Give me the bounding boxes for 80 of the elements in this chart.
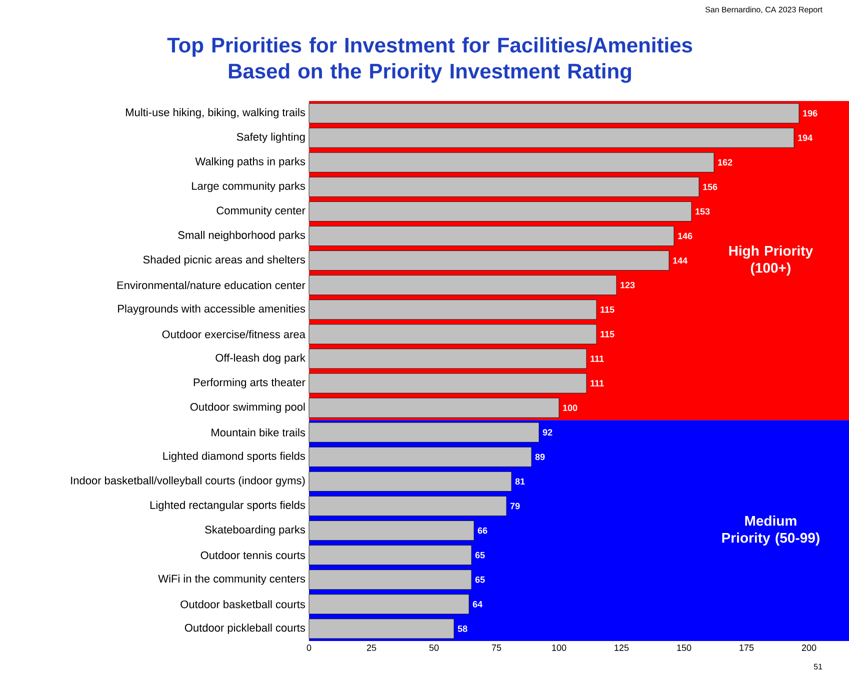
x-tick-label: 150	[677, 644, 692, 651]
x-tick-label: 25	[366, 644, 376, 651]
data-label: 81	[515, 478, 525, 485]
bar	[308, 226, 674, 246]
bar	[308, 250, 670, 271]
data-label: 156	[703, 184, 718, 190]
bar	[308, 348, 587, 369]
text: 51	[814, 664, 822, 670]
data-label: 92	[542, 429, 552, 436]
data-label: 123	[620, 282, 635, 288]
data-label: 79	[510, 502, 520, 510]
data-label: 144	[673, 257, 688, 264]
data-label: 111	[590, 380, 604, 386]
chart-title: Top Priorities for Investment for Facilities/Amenities Based on the Priority Investment Rating	[167, 37, 692, 83]
data-label: 111	[590, 356, 604, 362]
y-tick-label: Performing arts theater	[194, 378, 306, 388]
data-label: 65	[475, 552, 485, 558]
data-label: 100	[563, 404, 578, 412]
data-label: 162	[718, 159, 732, 166]
y-tick-label: Large community parks	[192, 182, 306, 192]
band-label: Medium Priority (50-99)	[722, 516, 820, 546]
data-label: 196	[803, 110, 818, 116]
bar	[308, 446, 532, 467]
x-tick-label: 75	[492, 644, 502, 651]
bar	[308, 176, 700, 197]
bar	[308, 471, 512, 492]
bar	[308, 594, 470, 614]
data-label: 58	[458, 626, 468, 632]
data-label: 89	[535, 454, 545, 460]
x-tick-label: 0	[306, 644, 312, 651]
y-tick-label: Outdoor pickleball courts	[184, 624, 306, 634]
bar	[308, 128, 794, 148]
bar	[308, 618, 454, 639]
bar	[308, 570, 472, 590]
y-tick-label: Playgrounds with accessible amenities	[118, 304, 306, 315]
data-label: 115	[600, 306, 614, 313]
data-label: 65	[475, 576, 485, 583]
y-tick-label: Safety lighting	[236, 132, 305, 143]
y-tick-label: WiFi in the community centers	[158, 574, 306, 585]
bar	[308, 300, 597, 320]
text: San Bernardino, CA 2023 Report	[705, 6, 822, 14]
x-tick-label: 125	[614, 644, 629, 651]
y-tick-label: Outdoor basketball courts	[180, 600, 306, 608]
y-tick-label: Walking paths in parks	[195, 157, 306, 168]
data-label: 64	[472, 600, 482, 608]
bar	[308, 324, 597, 344]
data-label: 146	[678, 232, 692, 240]
bar	[308, 545, 472, 566]
y-tick-label: Skateboarding parks	[205, 525, 306, 536]
data-label: 115	[600, 331, 614, 338]
y-tick-label: Off-leash dog park	[216, 354, 306, 364]
bar	[308, 103, 800, 124]
bar	[308, 422, 540, 442]
bar	[308, 496, 507, 516]
y-tick-label: Outdoor swimming pool	[190, 402, 305, 413]
x-tick-label: 175	[740, 644, 754, 651]
y-tick-label: Outdoor tennis courts	[200, 551, 306, 560]
data-label: 194	[798, 134, 812, 142]
bar	[308, 201, 692, 222]
bar	[308, 275, 617, 296]
y-tick-label: Multi-use hiking, biking, walking trails	[126, 108, 306, 118]
y-tick-label: Community center	[216, 206, 306, 217]
bar	[308, 373, 587, 394]
y-tick-label: Outdoor exercise/fitness area	[162, 330, 306, 338]
y-tick-label: Lighted diamond sports fields	[163, 452, 306, 462]
y-tick-label: Environmental/nature education center	[117, 281, 306, 290]
bar	[308, 398, 560, 418]
y-tick-label: Mountain bike trails	[212, 428, 306, 436]
bar	[308, 152, 714, 172]
y-tick-label: Shaded picnic areas and shelters	[143, 255, 306, 266]
data-label: 153	[696, 208, 710, 215]
x-tick-label: 100	[552, 644, 566, 651]
band-label: High Priority (100+)	[729, 246, 814, 276]
bar	[308, 520, 474, 541]
x-tick-label: 200	[802, 644, 816, 651]
y-tick-label: Lighted rectangular sports fields	[150, 500, 306, 512]
y-tick-label: Small neighborhood parks	[178, 230, 306, 242]
y-tick-label: Indoor basketball/volleyball courts (indoor gyms)	[71, 476, 305, 487]
x-tick-label: 50	[429, 644, 439, 651]
data-label: 66	[478, 527, 488, 534]
